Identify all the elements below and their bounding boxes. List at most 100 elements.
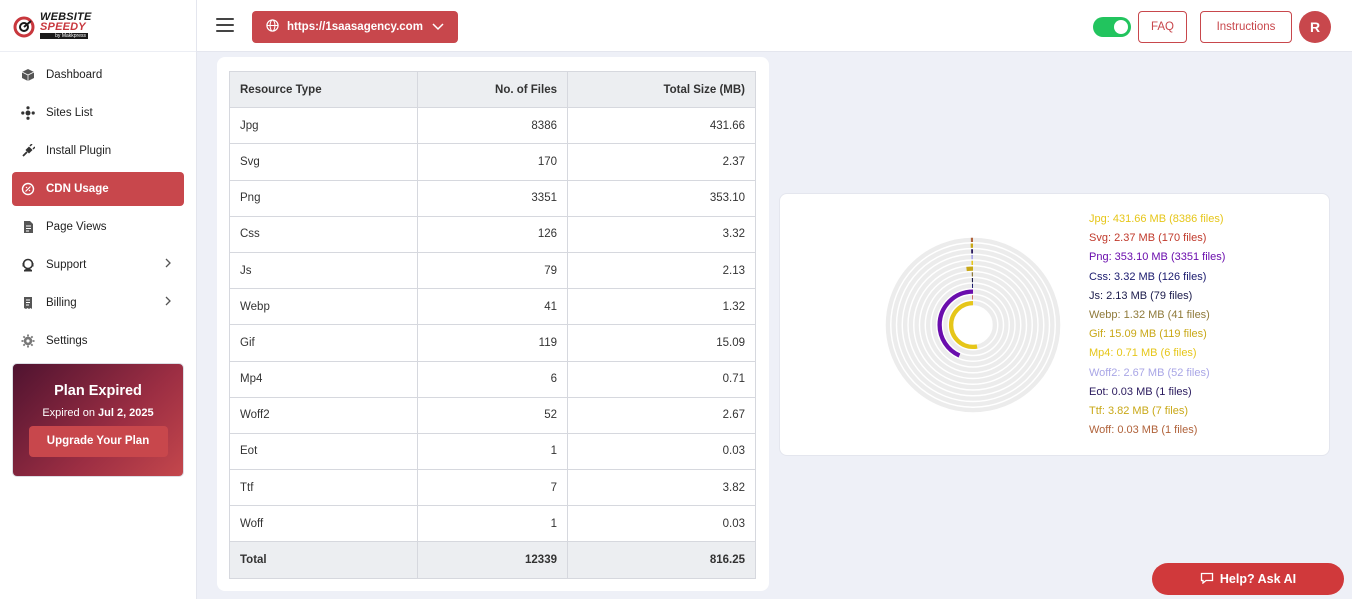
faq-button[interactable]: FAQ <box>1138 11 1187 43</box>
legend-item-jpg[interactable]: Jpg: 431.66 MB (8386 files) <box>1089 213 1224 225</box>
legend-item-svg[interactable]: Svg: 2.37 MB (170 files) <box>1089 232 1207 245</box>
radial-bar-chart <box>885 237 1061 413</box>
radial-bar-eot[interactable] <box>897 249 1049 401</box>
table-row: Eot 1 0.03 <box>229 432 756 471</box>
cell-resource-type: Woff <box>229 505 418 543</box>
cell-no-of-files: 79 <box>417 251 568 290</box>
sidebar-item-label: Page Views <box>46 221 107 233</box>
speedometer-logo-icon <box>13 16 35 37</box>
sidebar-item-page-views[interactable]: Page Views <box>12 210 184 244</box>
radial-bar-jpg[interactable] <box>948 300 998 350</box>
upgrade-plan-button[interactable]: Upgrade Your Plan <box>28 426 168 457</box>
legend-item-png[interactable]: Png: 353.10 MB (3351 files) <box>1089 251 1226 264</box>
table-row: Ttf 7 3.82 <box>229 469 756 507</box>
sidebar-item-label: Install Plugin <box>46 145 112 157</box>
billing-icon <box>20 295 36 311</box>
sidebar-item-dashboard[interactable]: Dashboard <box>12 58 184 92</box>
sidebar-item-install-plugin[interactable]: Install Plugin <box>12 134 184 168</box>
table-header-row: Resource Type No. of Files Total Size (M… <box>229 70 756 109</box>
cell-total-files: 12339 <box>417 541 568 579</box>
logo-text-line1: WEBSITE <box>40 11 92 23</box>
sidebar-item-settings[interactable]: Settings <box>12 324 184 358</box>
site-selector-dropdown[interactable]: https://1saasagency.com <box>252 11 458 43</box>
chat-icon <box>1200 572 1214 587</box>
sidebar-item-label: Support <box>46 259 87 271</box>
cell-resource-type: Webp <box>229 288 418 326</box>
logo-text-line2: SPEEDY <box>40 21 86 33</box>
chart-legend: Jpg: 431.66 MB (8386 files) Svg: 2.37 MB … <box>1089 210 1225 440</box>
sidebar-item-cdn-usage[interactable]: CDN Usage <box>12 172 184 206</box>
radial-bar-mp4[interactable] <box>908 260 1038 390</box>
cell-resource-type: Js <box>229 251 418 290</box>
legend-item-js[interactable]: Js: 2.13 MB (79 files) <box>1089 289 1193 302</box>
plan-title: Plan Expired <box>54 383 142 399</box>
sidebar-item-label: Settings <box>46 335 88 347</box>
sidebar-item-sites-list[interactable]: Sites List <box>12 96 184 130</box>
table-row: Css 126 3.32 <box>229 215 756 253</box>
cell-no-of-files: 8386 <box>417 107 568 145</box>
radial-bar-woff[interactable] <box>885 237 1061 413</box>
legend-item-webp[interactable]: Webp: 1.32 MB (41 files) <box>1089 308 1210 321</box>
cell-resource-type: Mp4 <box>229 360 418 398</box>
radial-track-woff2 <box>902 254 1044 396</box>
sidebar-item-billing[interactable]: Billing <box>12 286 184 320</box>
legend-item-ttf[interactable]: Ttf: 3.82 MB (7 files) <box>1089 404 1189 417</box>
sidebar-item-support[interactable]: Support <box>12 248 184 282</box>
cell-no-of-files: 3351 <box>417 179 568 217</box>
cdn-icon <box>20 181 36 197</box>
sidebar-item-label: Billing <box>46 297 77 309</box>
legend-item-gif[interactable]: Gif: 15.09 MB (119 files) <box>1089 328 1207 341</box>
instructions-button[interactable]: Instructions <box>1200 11 1292 43</box>
table-row: Mp4 6 0.71 <box>229 360 756 398</box>
cell-resource-type: Gif <box>229 324 418 362</box>
radial-bar-js[interactable] <box>925 277 1021 373</box>
col-header-no-of-files[interactable]: No. of Files <box>417 70 568 109</box>
globe-icon <box>266 19 279 35</box>
radial-bar-png[interactable] <box>937 289 1009 361</box>
radial-track-woff <box>885 237 1061 413</box>
help-ask-ai-button[interactable]: Help? Ask AI <box>1152 563 1344 595</box>
status-toggle[interactable] <box>1093 17 1131 37</box>
table-row: Gif 119 15.09 <box>229 324 756 362</box>
cube-icon <box>20 67 36 83</box>
chart-card: Jpg: 431.66 MB (8386 files) Svg: 2.37 MB … <box>779 193 1330 456</box>
sidebar-item-label: Dashboard <box>46 69 103 81</box>
cell-total-size: 0.71 <box>567 360 756 398</box>
logo[interactable]: WEBSITE SPEEDY by Makkpress <box>0 0 196 52</box>
legend-item-css[interactable]: Css: 3.32 MB (126 files) <box>1089 270 1207 283</box>
sidebar-nav: Dashboard Sites List Install Plugin CDN … <box>0 52 196 358</box>
cell-no-of-files: 126 <box>417 215 568 253</box>
legend-item-mp4[interactable]: Mp4: 0.71 MB (6 files) <box>1089 347 1197 360</box>
legend-item-woff2[interactable]: Woff2: 2.67 MB (52 files) <box>1089 366 1210 379</box>
col-header-total-size[interactable]: Total Size (MB) <box>567 70 756 109</box>
plan-expired-prefix: Expired on <box>42 407 95 419</box>
cell-no-of-files: 6 <box>417 360 568 398</box>
legend-item-woff[interactable]: Woff: 0.03 MB (1 files) <box>1089 424 1198 437</box>
resource-table: Resource Type No. of Files Total Size (M… <box>229 70 756 579</box>
chevron-right-icon <box>164 296 172 309</box>
plug-icon <box>20 143 36 159</box>
cell-total-size: 3.32 <box>567 215 756 253</box>
user-avatar[interactable]: R <box>1299 11 1331 43</box>
legend-item-eot[interactable]: Eot: 0.03 MB (1 files) <box>1089 385 1192 398</box>
cell-resource-type: Png <box>229 179 418 217</box>
sidebar-item-label: CDN Usage <box>46 183 109 195</box>
radial-track-svg <box>943 295 1003 355</box>
plan-expired-date: Jul 2, 2025 <box>98 407 154 419</box>
cell-total-size: 353.10 <box>567 179 756 217</box>
col-header-resource-type[interactable]: Resource Type <box>229 70 418 109</box>
radial-bar-webp[interactable] <box>920 272 1026 378</box>
cell-no-of-files: 52 <box>417 396 568 434</box>
radial-bar-svg[interactable] <box>943 295 1003 355</box>
cell-total-size: 431.66 <box>567 107 756 145</box>
cell-total-size: 1.32 <box>567 288 756 326</box>
table-row: Js 79 2.13 <box>229 251 756 290</box>
table-row: Woff 1 0.03 <box>229 505 756 543</box>
sidebar-item-label: Sites List <box>46 107 93 119</box>
radial-bar-ttf[interactable] <box>891 243 1055 407</box>
cell-total-size: 15.09 <box>567 324 756 362</box>
radial-bar-gif[interactable] <box>914 266 1032 384</box>
radial-bar-woff2[interactable] <box>902 254 1044 396</box>
hamburger-menu-icon[interactable] <box>216 18 234 32</box>
radial-bar-css[interactable] <box>931 283 1015 367</box>
